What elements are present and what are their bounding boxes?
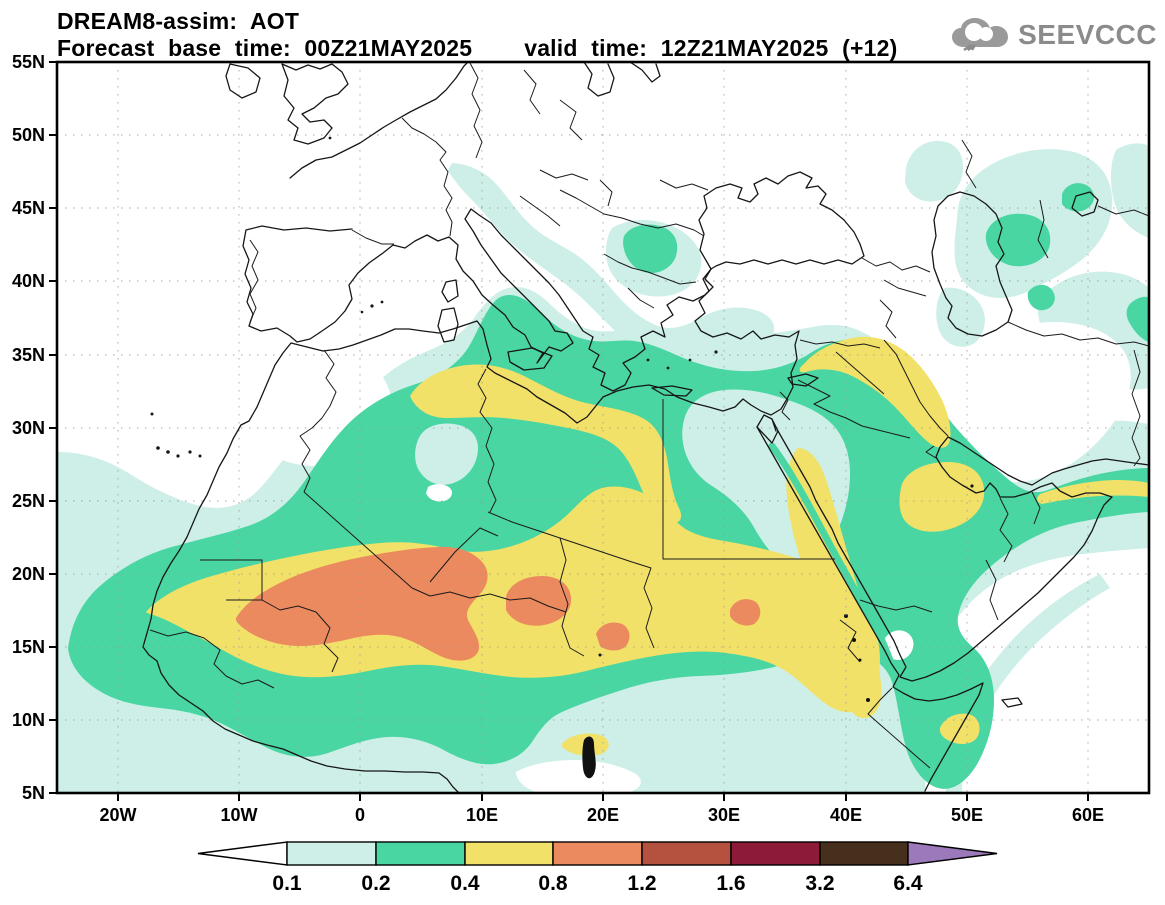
graticule — [57, 62, 1149, 793]
lat-tick-label: 30N — [12, 418, 45, 438]
colorbar-label: 0.2 — [361, 872, 390, 895]
logo-text: SEEVCCC — [1018, 19, 1157, 50]
lat-tick-label: 55N — [12, 52, 45, 72]
colorbar-segment — [730, 841, 821, 866]
lat-tick-label: 45N — [12, 198, 45, 218]
coastlines — [142, 62, 1149, 793]
lat-tick-label: 20N — [12, 564, 45, 584]
valid-time: valid time: 12Z21MAY2025 (+12) — [524, 35, 898, 61]
colorbar-segment — [464, 841, 554, 866]
lon-tick-label: 30E — [708, 805, 740, 825]
lat-tick-label: 15N — [12, 637, 45, 657]
lon-tick-label: 10E — [466, 805, 498, 825]
lat-tick-label: 5N — [22, 783, 45, 803]
lat-tick-label: 40N — [12, 271, 45, 291]
aot-region-level-0.8 — [235, 546, 761, 661]
colorbar-label: 1.2 — [627, 872, 656, 895]
colorbar-right-arrow — [907, 841, 998, 866]
colorbar-label: 3.2 — [805, 872, 834, 895]
colorbar-left-arrow — [197, 841, 288, 866]
colorbar-label: 6.4 — [893, 872, 923, 895]
colorbar-label: 0.1 — [272, 872, 302, 895]
lon-tick-label: 20E — [587, 805, 619, 825]
lat-tick-label: 25N — [12, 491, 45, 511]
country-borders — [149, 62, 1149, 769]
lon-tick-label: 20W — [99, 805, 136, 825]
small-islands — [150, 136, 974, 488]
lat-tick-label: 10N — [12, 710, 45, 730]
colorbar-segment — [286, 841, 377, 866]
colorbar-segment — [552, 841, 643, 866]
lon-tick-label: 40E — [830, 805, 862, 825]
lat-axis: 55N 50N 45N 40N 35N 30N 25N 20N 15N 10N … — [12, 52, 57, 803]
page-title: DREAM8-assim: AOT — [57, 8, 300, 34]
lon-tick-label: 60E — [1072, 805, 1104, 825]
colorbar: 0.1 0.2 0.4 0.8 1.2 1.6 3.2 6.4 — [197, 841, 998, 895]
lon-tick-label: 50E — [951, 805, 983, 825]
colorbar-segment — [375, 841, 466, 866]
red-sea-green-strip — [768, 442, 896, 670]
lon-tick-label: 10W — [220, 805, 257, 825]
forecast-base-time: Forecast base time: 00Z21MAY2025 — [57, 35, 473, 61]
subtitle: Forecast base time: 00Z21MAY2025 valid ti… — [57, 35, 897, 62]
cloud-logo-icon — [952, 18, 1009, 51]
lon-axis: 20W 10W 0 10E 20E 30E 40E 50E 60E — [99, 793, 1104, 825]
colorbar-label: 1.6 — [716, 872, 745, 895]
colorbar-segment — [641, 841, 732, 866]
colorbar-segment — [819, 841, 909, 866]
lon-tick-label: 0 — [355, 805, 365, 825]
aot-filled-contours — [57, 62, 1149, 793]
colorbar-label: 0.8 — [538, 872, 568, 895]
lat-tick-label: 35N — [12, 345, 45, 365]
colorbar-label: 0.4 — [450, 872, 480, 895]
seevccc-logo: SEEVCCC — [950, 14, 1157, 56]
lat-tick-label: 50N — [12, 125, 45, 145]
